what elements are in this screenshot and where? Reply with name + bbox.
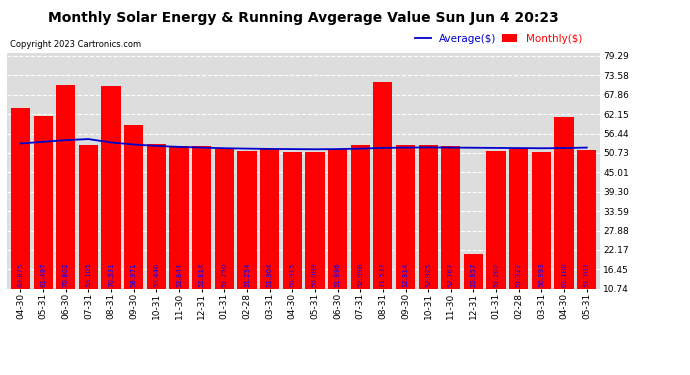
Legend: Average($), Monthly($): Average($), Monthly($) xyxy=(411,29,586,48)
Text: 51.996: 51.996 xyxy=(335,262,341,287)
Text: 53.105: 53.105 xyxy=(86,262,92,287)
Bar xyxy=(305,152,324,289)
Bar xyxy=(283,152,302,289)
Bar xyxy=(260,149,279,289)
Text: 20.957: 20.957 xyxy=(471,262,477,287)
Bar xyxy=(192,146,211,289)
Text: 52.844: 52.844 xyxy=(176,263,182,287)
Bar xyxy=(124,125,144,289)
Text: 70.331: 70.331 xyxy=(108,262,114,287)
Bar xyxy=(328,148,347,289)
Text: 51.207: 51.207 xyxy=(493,262,499,287)
Text: 52.925: 52.925 xyxy=(425,263,431,287)
Text: Copyright 2023 Cartronics.com: Copyright 2023 Cartronics.com xyxy=(10,40,141,49)
Text: 52.814: 52.814 xyxy=(199,262,205,287)
Text: 50.993: 50.993 xyxy=(538,262,544,287)
Bar xyxy=(509,149,529,289)
Text: 51.703: 51.703 xyxy=(584,262,590,287)
Text: 71.537: 71.537 xyxy=(380,262,386,287)
Bar xyxy=(79,145,98,289)
Text: 52.998: 52.998 xyxy=(357,262,363,287)
Bar xyxy=(486,151,506,289)
Text: 51.904: 51.904 xyxy=(266,262,273,287)
Bar xyxy=(56,85,75,289)
Text: 52.914: 52.914 xyxy=(402,262,408,287)
Text: 52.767: 52.767 xyxy=(448,262,454,287)
Bar xyxy=(577,150,596,289)
Bar xyxy=(555,117,573,289)
Text: Monthly Solar Energy & Running Avgerage Value Sun Jun 4 20:23: Monthly Solar Energy & Running Avgerage … xyxy=(48,11,559,25)
Text: 70.802: 70.802 xyxy=(63,262,69,287)
Bar xyxy=(464,254,483,289)
Bar xyxy=(237,151,257,289)
Bar xyxy=(34,116,52,289)
Bar xyxy=(147,144,166,289)
Text: 61.497: 61.497 xyxy=(40,262,46,287)
Text: 51.750: 51.750 xyxy=(221,262,227,287)
Bar xyxy=(101,86,121,289)
Bar xyxy=(170,146,188,289)
Bar xyxy=(351,145,370,289)
Text: 53.446: 53.446 xyxy=(153,262,159,287)
Bar xyxy=(396,146,415,289)
Text: 63.875: 63.875 xyxy=(17,262,23,287)
Text: 51.927: 51.927 xyxy=(515,262,522,287)
Text: 58.971: 58.971 xyxy=(130,262,137,287)
Bar xyxy=(215,150,234,289)
Bar xyxy=(532,152,551,289)
Text: 50.989: 50.989 xyxy=(312,262,318,287)
Text: 50.915: 50.915 xyxy=(289,262,295,287)
Bar xyxy=(419,146,437,289)
Bar xyxy=(441,146,460,289)
Text: 51.234: 51.234 xyxy=(244,262,250,287)
Text: 61.180: 61.180 xyxy=(561,262,567,287)
Bar xyxy=(11,108,30,289)
Bar xyxy=(373,82,393,289)
